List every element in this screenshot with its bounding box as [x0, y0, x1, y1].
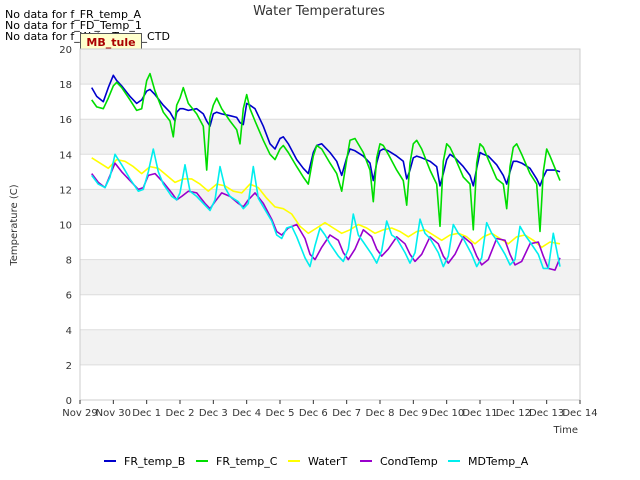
y-axis-label: Temperature (C): [9, 184, 20, 266]
y-tick-label: 6: [66, 291, 72, 302]
x-tick-label: Dec 4: [232, 408, 261, 419]
x-tick-label: Dec 14: [562, 408, 597, 419]
y-tick-label: 2: [66, 361, 72, 372]
legend: FR_temp_B FR_temp_C WaterT CondTemp MDTemp_A: [104, 455, 529, 468]
y-tick-label: 4: [66, 326, 72, 337]
x-axis-label: Time: [553, 425, 578, 436]
legend-label-fr-temp-c: FR_temp_C: [216, 455, 278, 468]
series-line-mdtemp-a: [91, 148, 561, 270]
y-tick-label: 20: [59, 45, 72, 56]
y-tick-label: 16: [59, 115, 72, 126]
x-tick-label: Dec 12: [496, 408, 531, 419]
x-tick-label: Dec 3: [199, 408, 228, 419]
background-band: [80, 259, 580, 295]
series-line-condtemp: [91, 162, 561, 271]
y-tick-label: 10: [59, 221, 72, 232]
y-tick-label: 14: [59, 150, 72, 161]
plot-frame: [79, 48, 581, 401]
background-band: [80, 49, 580, 85]
legend-label-condtemp: CondTemp: [380, 455, 438, 468]
x-tick-label: Dec 10: [429, 408, 464, 419]
x-tick-label: Dec 2: [166, 408, 195, 419]
y-tick-label: 12: [59, 185, 72, 196]
x-tick-label: Nov 30: [96, 408, 131, 419]
y-tick-label: 0: [66, 396, 72, 407]
no-data-message-2: No data for f_FD_Temp_1: [5, 19, 142, 32]
background-band: [80, 189, 580, 225]
x-tick-label: Dec 9: [399, 408, 428, 419]
no-data-message-1: No data for f_FR_temp_A: [5, 8, 141, 21]
legend-label-fr-temp-b: FR_temp_B: [124, 455, 185, 468]
background-band: [80, 119, 580, 155]
x-tick-label: Dec 8: [366, 408, 395, 419]
site-badge: MB_tule: [80, 33, 142, 52]
x-tick-label: Dec 13: [529, 408, 564, 419]
x-tick-label: Dec 11: [462, 408, 497, 419]
x-tick-label: Dec 7: [332, 408, 361, 419]
x-tick-label: Nov 29: [62, 408, 97, 419]
x-tick-label: Dec 5: [266, 408, 295, 419]
x-tick-label: Dec 6: [299, 408, 328, 419]
y-axis: 0 2 4 6 8 10 12 14 16 18 20: [59, 45, 72, 407]
series-line-watert: [91, 157, 561, 249]
series-lines: [91, 72, 561, 271]
legend-label-watert: WaterT: [308, 455, 348, 468]
y-tick-label: 18: [59, 80, 72, 91]
x-tick-label: Dec 1: [132, 408, 161, 419]
series-line-fr-temp-c: [91, 72, 561, 233]
y-tick-label: 8: [66, 256, 72, 267]
legend-label-mdtemp-a: MDTemp_A: [468, 455, 529, 468]
chart-title: Water Temperatures: [253, 4, 385, 19]
background-band: [80, 329, 580, 365]
